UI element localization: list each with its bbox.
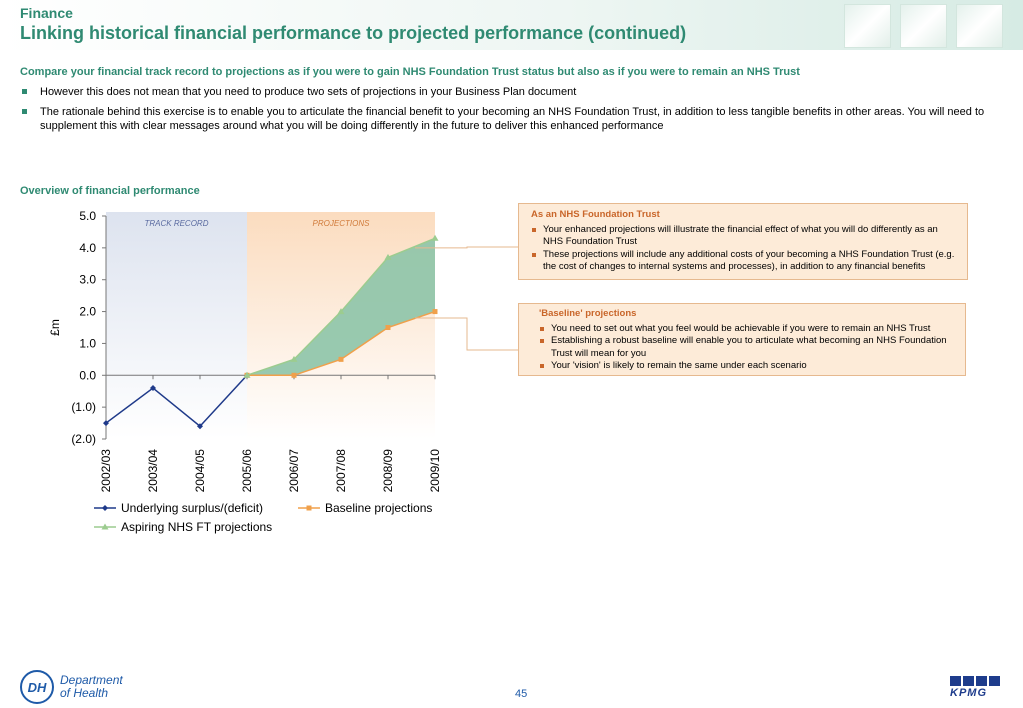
y-tick-label: 2.0 bbox=[79, 305, 96, 319]
chart-section-title: Overview of financial performance bbox=[20, 185, 200, 197]
section-title: Finance bbox=[20, 5, 73, 21]
callout-baseline: 'Baseline' projections You need to set o… bbox=[518, 303, 966, 376]
data-point bbox=[291, 372, 297, 378]
dh-logo-line1: Department bbox=[60, 673, 123, 687]
header-photo bbox=[900, 4, 947, 48]
legend-marker bbox=[102, 505, 108, 511]
callout-item-text: Your 'vision' is likely to remain the sa… bbox=[551, 360, 807, 371]
data-point bbox=[385, 325, 391, 330]
callout-title: As an NHS Foundation Trust bbox=[531, 209, 660, 220]
bullet-square-icon bbox=[540, 364, 544, 368]
x-tick-label: 2007/08 bbox=[334, 449, 348, 493]
y-tick-label: (1.0) bbox=[71, 400, 96, 414]
callout-item-text: These projections will include any addit… bbox=[543, 248, 955, 273]
bullet-square-icon bbox=[22, 109, 27, 114]
x-tick-label: 2008/09 bbox=[381, 449, 395, 493]
data-point bbox=[337, 308, 345, 315]
subheading: Compare your financial track record to p… bbox=[20, 66, 800, 78]
series-line bbox=[105, 374, 248, 428]
x-tick-label: 2009/10 bbox=[428, 449, 442, 493]
data-point bbox=[197, 423, 203, 430]
callout-foundation-trust: As an NHS Foundation Trust Your enhanced… bbox=[518, 203, 968, 280]
data-point bbox=[431, 234, 439, 241]
y-tick-label: 1.0 bbox=[79, 336, 96, 350]
x-tick-label: 2003/04 bbox=[146, 449, 160, 493]
legend-marker bbox=[101, 523, 109, 530]
data-point bbox=[103, 420, 109, 427]
callout-item: Establishing a robust baseline will enab… bbox=[539, 335, 955, 360]
dh-logo: DH Department of Health bbox=[20, 670, 123, 704]
bullet-square-icon bbox=[540, 326, 544, 331]
callout-connector bbox=[415, 317, 518, 351]
page-title: Linking historical financial performance… bbox=[20, 23, 687, 43]
callout-item: Your enhanced projections will illustrat… bbox=[531, 224, 957, 249]
dh-logo-line2: of Health bbox=[60, 686, 109, 700]
region-label: TRACK RECORD bbox=[144, 219, 208, 228]
kpmg-logo: KPMG bbox=[950, 676, 1002, 699]
bullet-text: The rationale behind this exercise is to… bbox=[40, 106, 985, 132]
x-tick-label: 2004/05 bbox=[193, 449, 207, 493]
callout-item-text: You need to set out what you feel would … bbox=[551, 322, 931, 334]
x-tick-label: 2002/03 bbox=[99, 449, 113, 493]
y-tick-label: 4.0 bbox=[79, 241, 96, 255]
y-axis-label: £m bbox=[48, 319, 62, 336]
data-point bbox=[432, 309, 438, 315]
bullet-square-icon bbox=[22, 89, 27, 94]
y-tick-label: 0.0 bbox=[79, 368, 96, 382]
data-point bbox=[243, 371, 251, 378]
header-photo bbox=[844, 4, 891, 48]
header-photo bbox=[956, 4, 1003, 48]
bullet-square-icon bbox=[532, 252, 536, 257]
financial-performance-chart: TRACK RECORD PROJECTIONS 5.0 4.0 3.0 2.0 1.0 0.… bbox=[48, 209, 518, 534]
y-tick-label: 3.0 bbox=[79, 273, 96, 287]
header-images bbox=[844, 4, 1003, 48]
dh-logo-mark: DH bbox=[20, 670, 54, 704]
callout-item: Your 'vision' is likely to remain the sa… bbox=[539, 360, 955, 373]
x-tick-label: 2005/06 bbox=[240, 449, 254, 493]
y-tick-label: 5.0 bbox=[79, 209, 96, 223]
bullet-item: The rationale behind this exercise is to… bbox=[20, 105, 1000, 133]
region-label: PROJECTIONS bbox=[313, 219, 371, 228]
kpmg-logo-text: KPMG bbox=[950, 687, 987, 699]
legend-label: Baseline projections bbox=[325, 501, 432, 515]
legend-label: Underlying surplus/(deficit) bbox=[121, 501, 263, 515]
data-point bbox=[338, 356, 344, 362]
legend-label: Aspiring NHS FT projections bbox=[121, 520, 272, 534]
callout-item: You need to set out what you feel would … bbox=[539, 323, 955, 336]
bullet-square-icon bbox=[540, 339, 544, 343]
data-point bbox=[150, 385, 156, 392]
page-number: 45 bbox=[515, 688, 528, 700]
callout-item-text: Establishing a robust baseline will enab… bbox=[551, 335, 947, 359]
callout-title: 'Baseline' projections bbox=[539, 308, 637, 319]
dh-logo-text: Department of Health bbox=[60, 674, 123, 700]
bullet-list: However this does not mean that you need… bbox=[20, 85, 1000, 139]
bullet-square-icon bbox=[532, 227, 536, 232]
callout-connector bbox=[415, 246, 518, 249]
projection-gap-area bbox=[247, 238, 435, 376]
bullet-item: However this does not mean that you need… bbox=[20, 85, 1000, 99]
track-record-region bbox=[106, 212, 247, 439]
callout-item-text: Your enhanced projections will illustrat… bbox=[543, 223, 938, 248]
bullet-text: However this does not mean that you need… bbox=[40, 86, 577, 98]
x-tick-label: 2006/07 bbox=[287, 449, 301, 493]
data-point bbox=[290, 355, 298, 362]
legend-marker bbox=[306, 505, 312, 511]
y-tick-label: (2.0) bbox=[71, 432, 96, 446]
kpmg-logo-mark bbox=[950, 676, 1002, 686]
data-point bbox=[384, 253, 392, 260]
header-banner: Finance Linking historical financial per… bbox=[0, 0, 1023, 50]
callout-item: These projections will include any addit… bbox=[531, 249, 957, 274]
